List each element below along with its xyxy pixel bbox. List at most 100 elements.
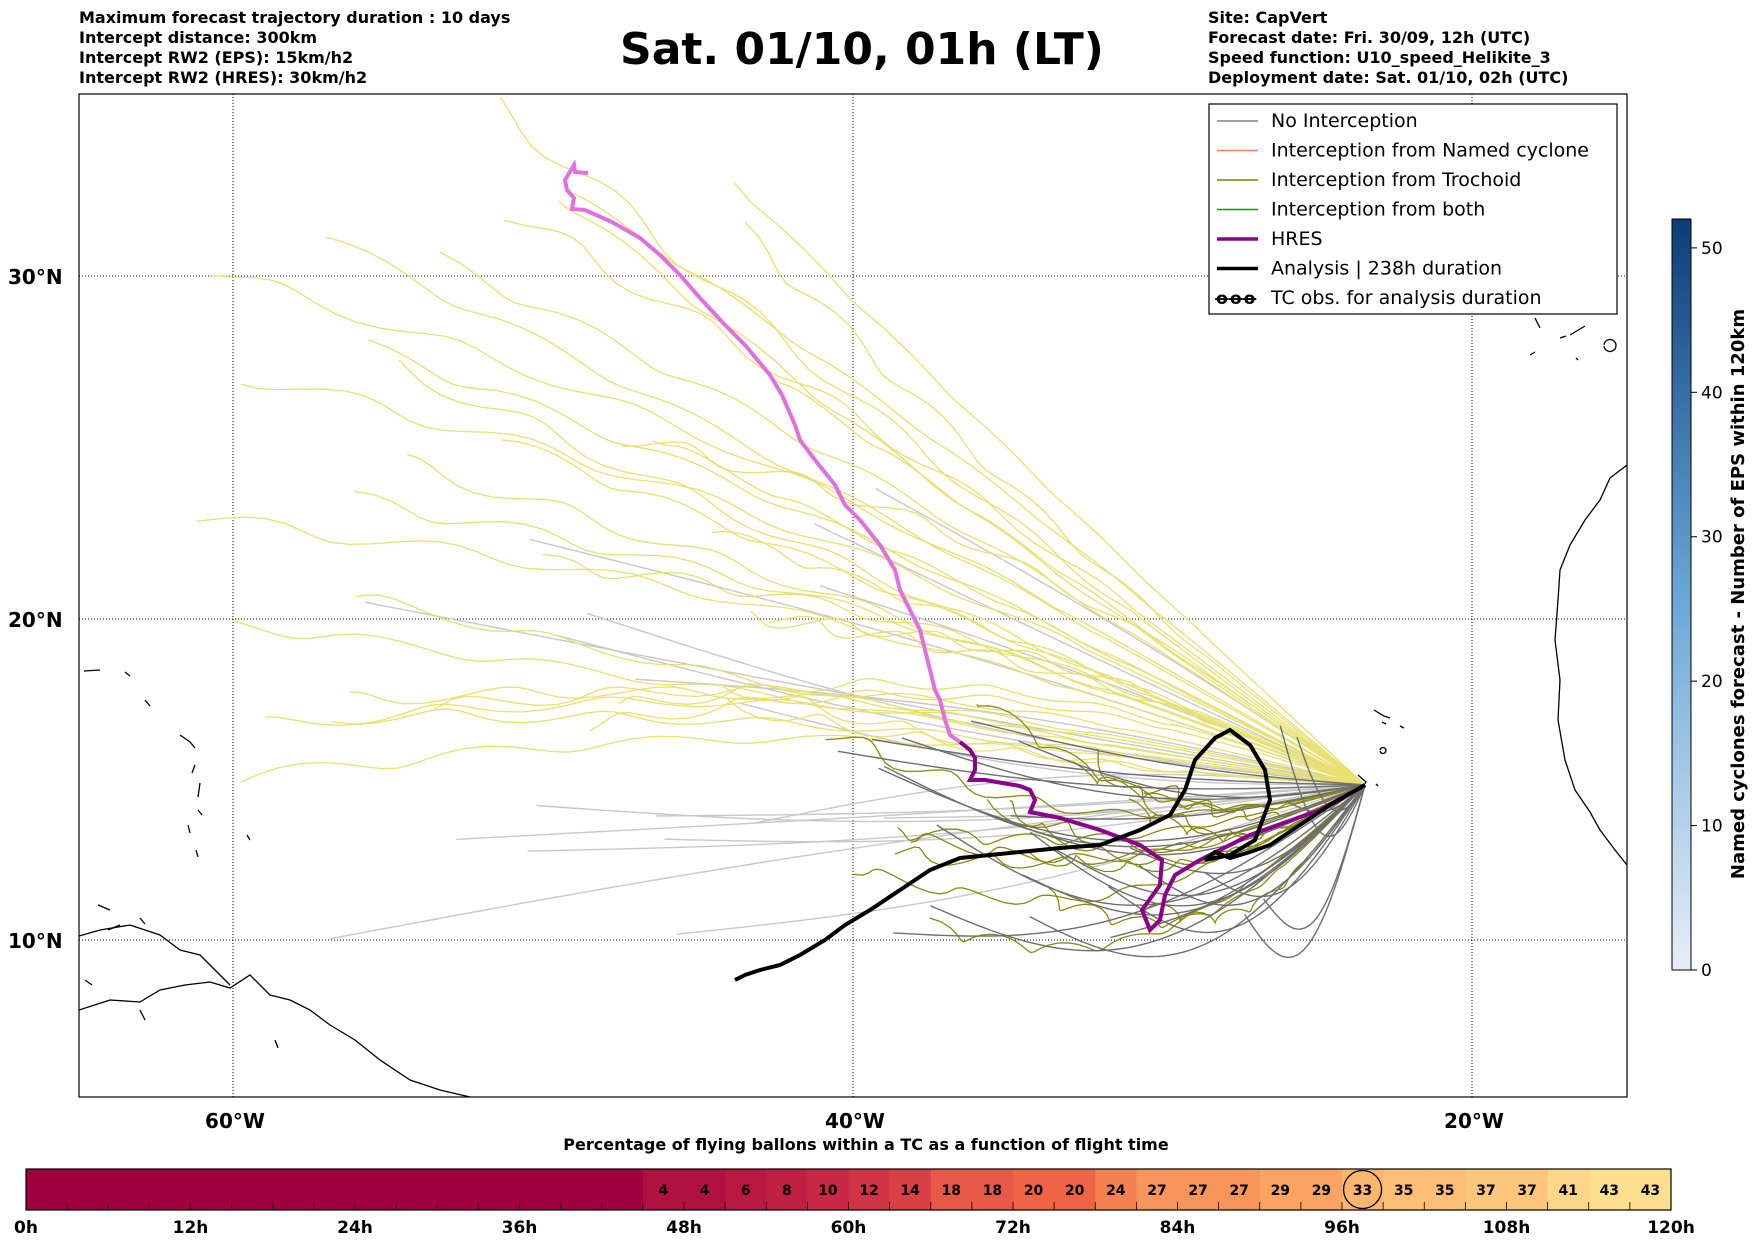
flight-bar-time-label: 36h xyxy=(502,1218,538,1238)
trajectory-line-no-interception xyxy=(527,784,1366,852)
legend-tc-obs-icon: ꝋꝋꝋ xyxy=(1215,289,1257,309)
flight-bar-segment xyxy=(437,1169,479,1210)
colorbar-tick-label: 10 xyxy=(1701,817,1723,837)
flight-bar-frame xyxy=(25,1168,1672,1211)
trajectory-line-eps xyxy=(750,610,1366,786)
trajectory-line-eps xyxy=(325,236,1366,786)
lat-label-30n: 30°N xyxy=(8,265,63,289)
flight-bar-segment xyxy=(684,1169,726,1210)
trajectory-line-no-interception xyxy=(1244,784,1366,958)
trajectory-line-no-interception xyxy=(1029,784,1366,907)
map-frame xyxy=(78,93,1628,1098)
flight-bar-segment xyxy=(1424,1169,1466,1210)
colorbar-tick-label: 30 xyxy=(1701,528,1723,548)
flight-bar-segment xyxy=(272,1169,315,1210)
flight-bar-value: 43 xyxy=(1641,1183,1660,1199)
flight-bar-value: 37 xyxy=(1476,1183,1495,1199)
flight-bar-value: 18 xyxy=(983,1183,1002,1199)
trajectory-line-no-interception xyxy=(536,784,1366,823)
flight-bar-segment xyxy=(1300,1169,1343,1210)
header-info-right: Site: CapVert Forecast date: Fri. 30/09,… xyxy=(1208,8,1568,88)
trajectory-line-eps xyxy=(768,615,1366,786)
flight-bar-segment xyxy=(971,1169,1014,1210)
flight-bar-value: 12 xyxy=(859,1183,878,1199)
trajectory-line-no-interception xyxy=(901,737,1366,800)
flight-bar-value: 29 xyxy=(1312,1183,1331,1199)
flight-bar-value: 4 xyxy=(659,1183,669,1199)
trajectory-line-eps xyxy=(734,182,1366,786)
flight-bar-time-label: 60h xyxy=(831,1218,867,1238)
flight-bar-value: 20 xyxy=(1024,1183,1044,1199)
flight-bar-segment xyxy=(1506,1169,1549,1210)
trajectory-line-eps xyxy=(558,200,1366,786)
flight-bar-segment xyxy=(190,1169,233,1210)
flight-bar-value: 29 xyxy=(1271,1183,1290,1199)
trajectory-line-eps xyxy=(208,274,1366,786)
flight-bar-value: 35 xyxy=(1435,1183,1454,1199)
flight-bar-time-label: 48h xyxy=(666,1218,702,1238)
intercept-distance-text: Intercept distance: 300km xyxy=(79,28,318,47)
flight-bar-time-label: 84h xyxy=(1160,1218,1196,1238)
flight-bar-value: 43 xyxy=(1600,1183,1619,1199)
colorbar-tick-label: 40 xyxy=(1701,383,1723,403)
flight-bar-value: 10 xyxy=(818,1183,838,1199)
flight-bar-value: 14 xyxy=(900,1183,920,1199)
flight-bar-segment xyxy=(601,1169,644,1210)
trajectory-line-no-interception xyxy=(930,784,1366,952)
flight-bar-time-label: 72h xyxy=(995,1218,1031,1238)
flight-bar-time-label: 24h xyxy=(337,1218,373,1238)
flight-bar-segment xyxy=(519,1169,562,1210)
trajectory-line-trochoid xyxy=(894,784,1366,869)
flight-bar-segment xyxy=(848,1169,891,1210)
flight-bar-time-label: 108h xyxy=(1483,1218,1531,1238)
trajectory-line-no-interception xyxy=(635,678,1366,786)
trajectory-line-no-interception xyxy=(1204,784,1366,898)
flight-bar-time-label: 0h xyxy=(14,1218,38,1238)
flight-bar-title: Percentage of flying ballons within a TC… xyxy=(563,1135,1169,1154)
trajectory-line-eps xyxy=(726,698,1366,786)
flight-bar-segment xyxy=(1136,1169,1178,1210)
trajectory-line-eps xyxy=(240,383,1366,786)
lon-label-20w: 20°W xyxy=(1444,1109,1504,1133)
flight-bar-value: 27 xyxy=(1229,1183,1248,1199)
trajectory-line-no-interception xyxy=(740,702,1365,786)
flight-bar-value: 33 xyxy=(1353,1183,1372,1199)
trajectory-line-eps xyxy=(439,251,1366,786)
flight-bar-segment xyxy=(560,1169,603,1210)
flight-bar-segment xyxy=(1588,1169,1631,1210)
coastline-canary-islands xyxy=(1529,317,1617,361)
trajectory-line-eps xyxy=(398,359,1366,786)
flight-bar-segment xyxy=(478,1169,520,1210)
trajectory-line-no-interception xyxy=(837,750,1366,790)
flight-bar-value: 35 xyxy=(1394,1183,1413,1199)
flight-bar-segment xyxy=(1547,1169,1590,1210)
flight-bar-segment xyxy=(1629,1169,1672,1210)
trajectory-line-eps xyxy=(354,490,1366,786)
trajectory-line-no-interception xyxy=(1010,784,1366,820)
trajectory-line-no-interception xyxy=(1138,784,1366,907)
coastline-cape-verde xyxy=(1357,709,1405,789)
trajectory-line-eps xyxy=(241,734,1366,786)
trajectory-line-no-interception xyxy=(878,767,1366,842)
trajectory-line-no-interception xyxy=(871,738,1366,786)
flight-bar-value: 41 xyxy=(1558,1183,1577,1199)
flight-bar-segment xyxy=(889,1169,932,1210)
flight-time-bar: 4 4 6 8 10 12 14 18 18 20 20 24 27 27 27 29 29 33 35 35 37 37… xyxy=(14,1168,1695,1238)
flight-bar-segment xyxy=(1383,1169,1425,1210)
trajectory-line-no-interception xyxy=(365,601,1366,786)
trajectory-line-trochoid xyxy=(976,703,1366,811)
intercept-eps-text: Intercept RW2 (EPS): 15km/h2 xyxy=(79,48,354,67)
forecast-date-text: Forecast date: Fri. 30/09, 12h (UTC) xyxy=(1208,28,1531,47)
legend-label: Interception from both xyxy=(1271,199,1485,221)
flight-bar-value: 37 xyxy=(1517,1183,1536,1199)
trajectory-line-no-interception xyxy=(553,633,1366,786)
trajectory-line-eps xyxy=(589,689,1366,786)
flight-bar-value: 20 xyxy=(1065,1183,1085,1199)
coastline-south-america xyxy=(79,974,471,1097)
flight-bar-segment xyxy=(725,1169,767,1210)
flight-bar-value: 4 xyxy=(700,1183,710,1199)
legend-label: Analysis | 238h duration xyxy=(1271,258,1502,280)
flight-bar-segment xyxy=(1177,1169,1220,1210)
trajectory-line-eps xyxy=(652,440,1366,786)
